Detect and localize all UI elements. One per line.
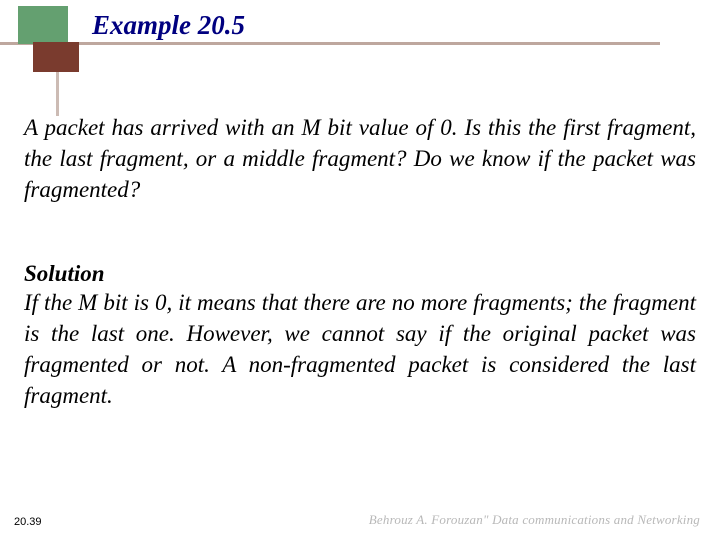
decor-green-box <box>18 6 68 44</box>
page-number: 20.39 <box>14 516 42 528</box>
slide-title: Example 20.5 <box>92 10 245 41</box>
solution-label: Solution <box>24 261 696 287</box>
decor-brown-box <box>33 42 79 72</box>
footer-credit: Behrouz A. Forouzan" Data communications… <box>369 512 700 528</box>
solution-block: Solution If the M bit is 0, it means tha… <box>24 261 696 411</box>
slide-header: Example 20.5 <box>0 0 720 80</box>
slide-content: A packet has arrived with an M bit value… <box>24 112 696 411</box>
solution-text: If the M bit is 0, it means that there a… <box>24 287 696 411</box>
question-text: A packet has arrived with an M bit value… <box>24 112 696 205</box>
decor-horizontal-line <box>0 42 660 45</box>
